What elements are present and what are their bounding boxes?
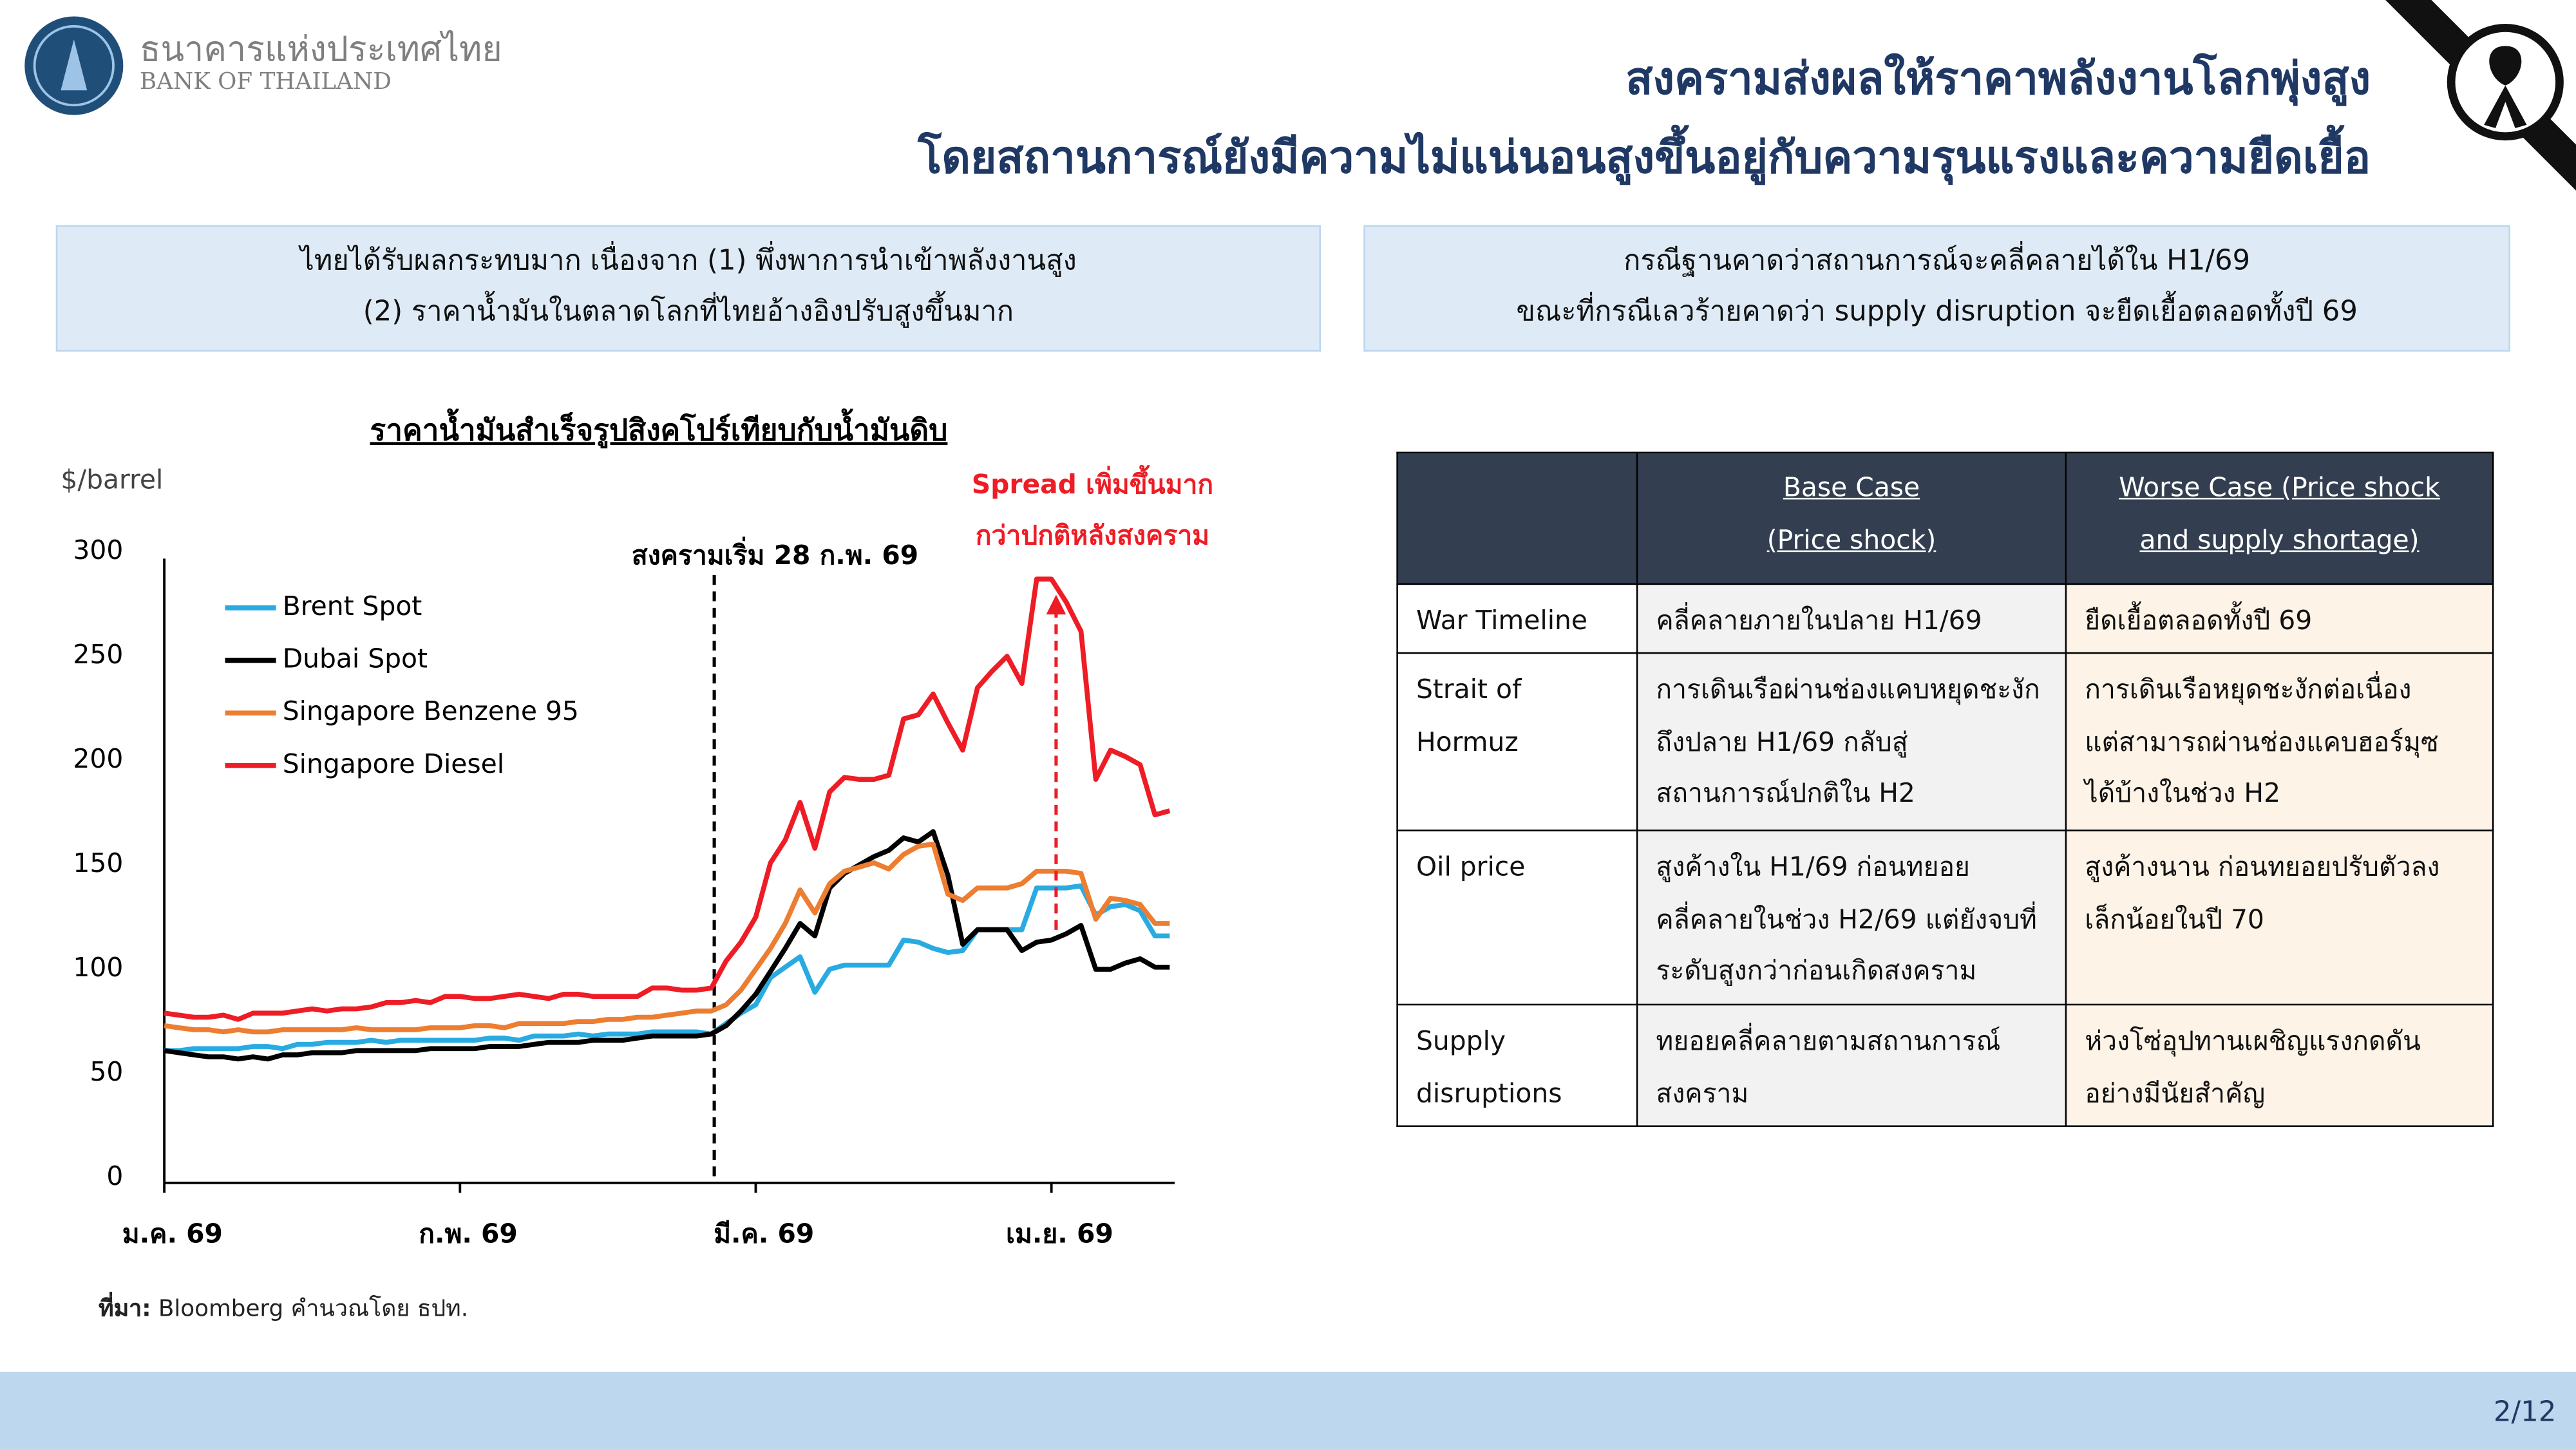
spread-label: กว่าปกติหลังสงคราม (976, 520, 1209, 551)
mourning-ribbon (2385, 0, 2576, 191)
y-tick-label: 0 (106, 1160, 123, 1191)
header-line: (Price shock) (1766, 523, 1937, 554)
chart: ราคาน้ำมันสำเร็จรูปสิงคโปร์เทียบกับน้ำมั… (61, 408, 1213, 1249)
org-english: BANK OF THAILAND (139, 69, 392, 95)
page-number: 2/12 (2493, 1396, 2557, 1430)
table-cell: สูงค้างนาน ก่อนทยอยปรับตัวลงเล็กน้อยในปี… (2065, 829, 2494, 1006)
table-cell: Supply disruptions (1396, 1003, 1638, 1127)
cell-line: Supply (1416, 1025, 1506, 1057)
table-cell: ห่วงโซ่อุปทานเผชิญแรงกดดันอย่างมีนัยสำคั… (2065, 1003, 2494, 1127)
cell-line: สงคราม (1656, 1077, 1749, 1108)
series-line (164, 576, 1171, 1022)
table-cell: War Timeline (1396, 583, 1638, 654)
cell-line: disruptions (1416, 1077, 1562, 1108)
spread-arrow-head (1046, 594, 1066, 615)
table-cell: การเดินเรือผ่านช่องแคบหยุดชะงักถึงปลาย H… (1636, 652, 2067, 831)
footer-bar: 2/12 (0, 1372, 2576, 1449)
legend-label: Dubai Spot (283, 643, 428, 674)
table-cell: ยืดเยื้อตลอดทั้งปี 69 (2065, 583, 2494, 654)
legend-label: Brent Spot (283, 591, 422, 621)
source-label: ที่มา: (99, 1296, 151, 1323)
info-box: ไทยได้รับผลกระทบมาก เนื่องจาก (1) พึ่งพา… (55, 225, 1321, 352)
cell-line: สูงค้างนาน ก่อนทยอยปรับตัวลง (2085, 851, 2440, 882)
x-tick-label: ม.ค. 69 (122, 1218, 223, 1249)
org-thai: ธนาคารแห่งประเทศไทย (139, 29, 502, 70)
table-cell: คลี่คลายภายในปลาย H1/69 (1636, 583, 2067, 654)
table-header-cell: Worse Case (Price shock and supply shorta… (2065, 451, 2494, 585)
cell-line: สูงค้างใน H1/69 ก่อนทยอย (1656, 851, 1970, 882)
logo-ring (33, 24, 115, 107)
title-line: โดยสถานการณ์ยังมีความไม่แน่นอนสูงขึ้นอยู… (918, 133, 2371, 184)
cell-line: เล็กน้อยในปี 70 (2085, 902, 2264, 934)
cell-line: Strait of (1416, 673, 1522, 705)
header-line: and supply shortage) (2139, 523, 2420, 554)
spread-label: Spread เพิ่มขึ้นมาก (972, 465, 1213, 500)
cell-line: Oil price (1416, 851, 1526, 882)
cell-line: แต่สามารถผ่านช่องแคบฮอร์มุซ (2085, 725, 2439, 757)
x-tick-label: เม.ย. 69 (1006, 1218, 1113, 1249)
x-tick-label: ก.พ. 69 (419, 1218, 518, 1249)
scenario-table: Base Case (Price shock) Worse Case (Price … (1396, 451, 2494, 1127)
legend-label: Singapore Benzene 95 (283, 696, 579, 726)
table-header-cell (1396, 451, 1638, 585)
info-line: กรณีฐานคาดว่าสถานการณ์จะคลี่คลายได้ใน H1… (1624, 245, 2251, 278)
cell-line: ได้บ้างในช่วง H2 (2085, 777, 2281, 809)
chart-title: ราคาน้ำมันสำเร็จรูปสิงคโปร์เทียบกับน้ำมั… (370, 408, 948, 448)
series-line (164, 829, 1170, 1062)
cell-line: สถานการณ์ปกติใน H2 (1656, 777, 1915, 809)
table-cell: ทยอยคลี่คลายตามสถานการณ์สงคราม (1636, 1003, 2067, 1127)
cell-line: อย่างมีนัยสำคัญ (2085, 1077, 2266, 1108)
title-line: สงครามส่งผลให้ราคาพลังงานโลกพุ่งสูง (1625, 54, 2371, 106)
table-row: War Timeline คลี่คลายภายในปลาย H1/69 ยืดเย… (1396, 583, 2494, 654)
y-tick-label: 50 (90, 1056, 123, 1087)
info-box: กรณีฐานคาดว่าสถานการณ์จะคลี่คลายได้ใน H1… (1363, 225, 2510, 352)
cell-line: ระดับสูงกว่าก่อนเกิดสงคราม (1656, 954, 1977, 986)
cell-line: การเดินเรือผ่านช่องแคบหยุดชะงัก (1656, 673, 2040, 705)
table-row: Supply disruptions ทยอยคลี่คลายตามสถานการณ… (1396, 1003, 2494, 1127)
info-line: ขณะที่กรณีเลวร้ายคาดว่า supply disruptio… (1516, 296, 2358, 329)
cell-line: คลี่คลายภายในปลาย H1/69 (1656, 604, 1982, 636)
series-line (164, 883, 1170, 1054)
war-start-label: สงครามเริ่ม 28 ก.พ. 69 (632, 536, 918, 571)
info-line: ไทยได้รับผลกระทบมาก เนื่องจาก (1) พึ่งพา… (299, 245, 1077, 278)
cell-line: ถึงปลาย H1/69 กลับสู่ (1656, 725, 1908, 757)
series-line (164, 841, 1170, 1035)
y-axis-label: $/barrel (61, 464, 163, 495)
logo-figure (61, 39, 88, 91)
cell-line: ทยอยคลี่คลายตามสถานการณ์ (1656, 1025, 2001, 1057)
header-line: Base Case (1783, 471, 1920, 503)
y-tick-label: 150 (73, 848, 123, 878)
cell-line: War Timeline (1416, 604, 1588, 636)
table-cell: Oil price (1396, 829, 1638, 1006)
source: ที่มา: Bloomberg คำนวณโดย ธปท. (99, 1291, 468, 1327)
cell-line: ห่วงโซ่อุปทานเผชิญแรงกดดัน (2085, 1025, 2421, 1057)
cell-line: คลี่คลายในช่วง H2/69 แต่ยังจบที่ (1656, 902, 2037, 934)
y-tick-label: 100 (73, 952, 123, 983)
y-tick-label: 250 (73, 639, 123, 670)
cell-line: Hormuz (1416, 725, 1519, 757)
cell-line: การเดินเรือหยุดชะงักต่อเนื่อง (2085, 673, 2412, 705)
y-tick-label: 200 (73, 743, 123, 774)
info-line: (2) ราคาน้ำมันในตลาดโลกที่ไทยอ้างอิงปรับ… (363, 296, 1014, 329)
legend-label: Singapore Diesel (283, 748, 504, 779)
table-header-cell: Base Case (Price shock) (1636, 451, 2067, 585)
table-header-row: Base Case (Price shock) Worse Case (Price … (1396, 451, 2494, 585)
x-tick-label: มี.ค. 69 (714, 1218, 814, 1249)
header-line: Worse Case (Price shock (2119, 471, 2440, 503)
logo (24, 16, 124, 115)
ribbon-icon (2484, 46, 2527, 128)
y-tick-label: 300 (73, 535, 123, 565)
table-cell: สูงค้างใน H1/69 ก่อนทยอยคลี่คลายในช่วง H… (1636, 829, 2067, 1006)
table-cell: การเดินเรือหยุดชะงักต่อเนื่องแต่สามารถผ่… (2065, 652, 2494, 831)
source-text: Bloomberg คำนวณโดย ธปท. (158, 1296, 469, 1323)
table-row: Oil price สูงค้างใน H1/69 ก่อนทยอยคลี่คลา… (1396, 829, 2494, 1006)
table-cell: Strait of Hormuz (1396, 652, 1638, 831)
cell-line: ยืดเยื้อตลอดทั้งปี 69 (2085, 604, 2313, 636)
table-row: Strait of Hormuz การเดินเรือผ่านช่องแคบหยุ… (1396, 652, 2494, 831)
